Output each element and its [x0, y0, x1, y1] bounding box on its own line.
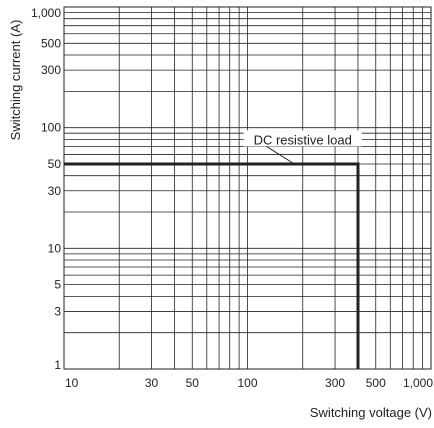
- x-tick-label: 50: [186, 376, 200, 390]
- y-tick-label: 1: [54, 358, 61, 372]
- x-tick-label: 30: [145, 376, 159, 390]
- x-tick-label: 1,000: [403, 376, 433, 390]
- series-layer: [64, 162, 360, 369]
- x-tick-label: 500: [366, 376, 386, 390]
- y-tick-label: 1,000: [31, 6, 61, 20]
- y-tick-label: 500: [41, 36, 61, 50]
- x-tick-label: 100: [237, 376, 257, 390]
- plot-frame: [63, 6, 432, 370]
- x-tick-label: 10: [65, 376, 79, 390]
- y-tick-label: 5: [54, 278, 61, 292]
- x-axis-label: Switching voltage (V): [310, 405, 432, 420]
- y-axis-label: Switching current (A): [8, 20, 23, 141]
- series-line-dc-resistive-load: [64, 162, 360, 369]
- y-tick-labels: 1 3 5 10 30 50 100 300 500 1,000: [31, 6, 61, 372]
- x-tick-labels: 10 30 50 100 300 500 1,000: [65, 376, 433, 390]
- grid: [64, 7, 431, 369]
- y-tick-label: 50: [48, 157, 62, 171]
- y-tick-label: 300: [41, 63, 61, 77]
- annotation-label: DC resistive load: [254, 132, 352, 147]
- y-tick-label: 30: [48, 184, 62, 198]
- annotation-label-background: [243, 130, 362, 147]
- annotation-leader-line: [264, 144, 295, 165]
- y-tick-label: 3: [54, 304, 61, 318]
- y-tick-label: 100: [41, 121, 61, 135]
- plot-border: [63, 6, 432, 370]
- y-tick-label: 10: [48, 241, 62, 255]
- x-tick-label: 300: [325, 376, 345, 390]
- annotation-layer: DC resistive load: [243, 130, 362, 165]
